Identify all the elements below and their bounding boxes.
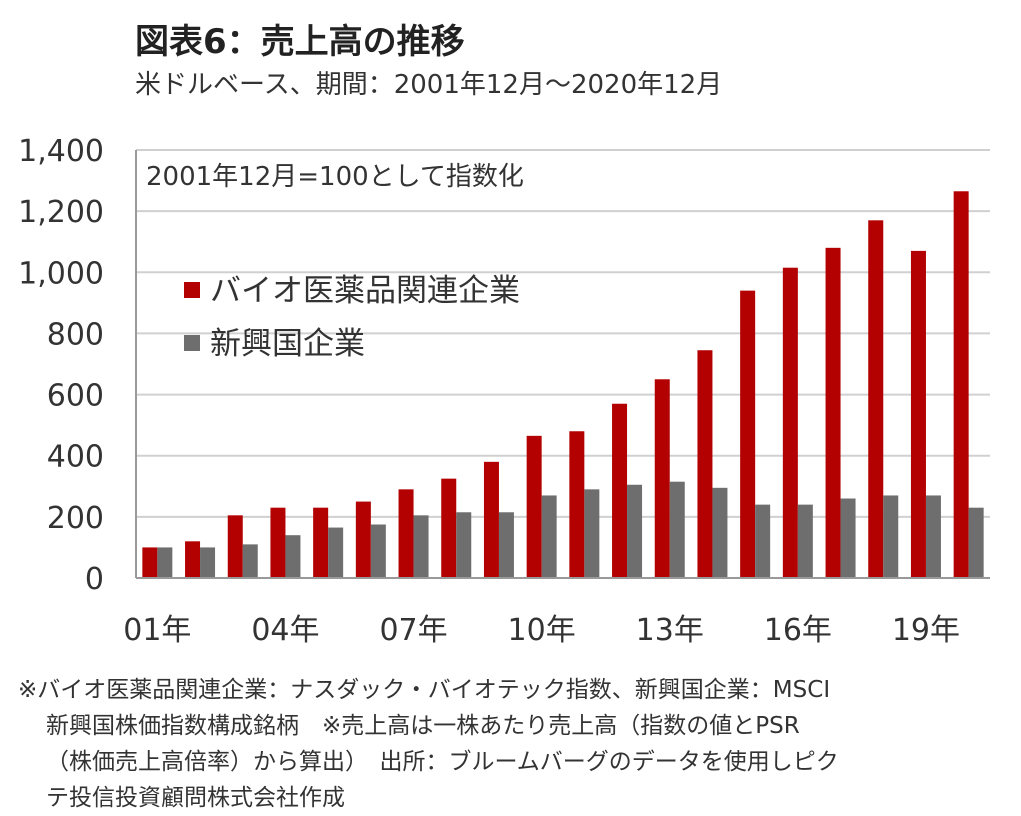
chart-subtitle: 米ドルベース、期間：2001年12月～2020年12月 bbox=[135, 70, 723, 100]
bar-bio bbox=[142, 547, 158, 578]
bar-emerging bbox=[456, 512, 472, 578]
bar-bio bbox=[654, 379, 670, 578]
legend-label: 新興国企業 bbox=[210, 326, 365, 362]
bar-emerging bbox=[370, 524, 386, 578]
bar-bio bbox=[782, 267, 798, 578]
bar-emerging bbox=[925, 495, 941, 578]
bar-emerging bbox=[413, 515, 429, 578]
x-tick-label: 01年 bbox=[123, 613, 191, 648]
bar-bio bbox=[612, 403, 628, 578]
bar-bio bbox=[825, 247, 841, 579]
x-tick-label: 10年 bbox=[508, 613, 576, 648]
bar-bio bbox=[398, 489, 414, 578]
bar-bio bbox=[313, 507, 329, 578]
x-tick-label: 07年 bbox=[379, 613, 447, 648]
bar-emerging bbox=[584, 489, 600, 578]
bar-chart: 0 200 400 600 800 1,000 1,200 1,400 01年 04年 07年 10年… bbox=[18, 134, 990, 648]
y-tick-label: 400 bbox=[47, 440, 104, 475]
bar-emerging bbox=[755, 504, 771, 578]
x-tick-label: 16年 bbox=[764, 613, 832, 648]
bar-emerging bbox=[285, 535, 301, 578]
legend-swatch-bio bbox=[184, 282, 200, 298]
axes: 0 200 400 600 800 1,000 1,200 1,400 01年 04年 07年 10年… bbox=[18, 134, 990, 648]
bar-emerging bbox=[328, 527, 344, 578]
x-tick-label: 04年 bbox=[251, 613, 319, 648]
bar-bio bbox=[441, 478, 457, 578]
footnote-line: ※バイオ医薬品関連企業：ナスダック・バイオテック指数、新興国企業：MSCI bbox=[18, 677, 831, 703]
bar-bio bbox=[526, 435, 542, 578]
y-tick-label: 200 bbox=[47, 501, 104, 536]
bar-emerging bbox=[840, 498, 856, 578]
bar-emerging bbox=[797, 504, 813, 578]
bar-emerging bbox=[883, 495, 899, 578]
bar-emerging bbox=[242, 544, 258, 578]
chart-title: 図表6：売上高の推移 bbox=[135, 22, 465, 62]
chart-annotation: 2001年12月=100として指数化 bbox=[146, 162, 524, 192]
bar-emerging bbox=[200, 547, 216, 578]
footnote: ※バイオ医薬品関連企業：ナスダック・バイオテック指数、新興国企業：MSCI 新興… bbox=[18, 672, 1008, 816]
bar-bio bbox=[910, 250, 926, 578]
bar-emerging bbox=[541, 495, 557, 578]
bar-emerging bbox=[498, 512, 514, 578]
bar-bio bbox=[569, 431, 585, 578]
bar-bio bbox=[953, 191, 969, 578]
bar-emerging bbox=[157, 547, 173, 578]
bar-emerging bbox=[712, 487, 728, 578]
y-tick-label: 1,400 bbox=[18, 134, 104, 169]
bar-emerging bbox=[627, 484, 643, 578]
legend-label: バイオ医薬品関連企業 bbox=[210, 273, 520, 309]
x-tick-label: 13年 bbox=[636, 613, 704, 648]
y-tick-label: 800 bbox=[47, 317, 104, 352]
y-tick-label: 1,000 bbox=[18, 256, 104, 291]
bar-bio bbox=[270, 507, 286, 578]
bar-bio bbox=[185, 541, 201, 578]
footnote-line: （株価売上高倍率）から算出） 出所：ブルームバーグのデータを使用しピク bbox=[46, 749, 839, 775]
bar-emerging bbox=[968, 507, 984, 578]
y-tick-label: 1,200 bbox=[18, 195, 104, 230]
bar-bio bbox=[868, 220, 884, 579]
y-tick-label: 0 bbox=[85, 562, 104, 597]
bar-bio bbox=[483, 461, 499, 578]
bar-bio bbox=[740, 290, 756, 578]
bars bbox=[142, 191, 984, 579]
footnote-line: 新興国株価指数構成銘柄 ※売上高は一株あたり売上高（指数の値とPSR bbox=[46, 713, 800, 739]
y-tick-label: 600 bbox=[47, 379, 104, 414]
bar-emerging bbox=[669, 481, 685, 578]
x-tick-label: 19年 bbox=[892, 613, 960, 648]
footnote-line: テ投信投資顧問株式会社作成 bbox=[46, 785, 345, 811]
legend-swatch-emerging bbox=[184, 335, 200, 351]
bar-bio bbox=[697, 350, 713, 578]
bar-bio bbox=[227, 515, 243, 578]
bar-bio bbox=[355, 501, 371, 578]
